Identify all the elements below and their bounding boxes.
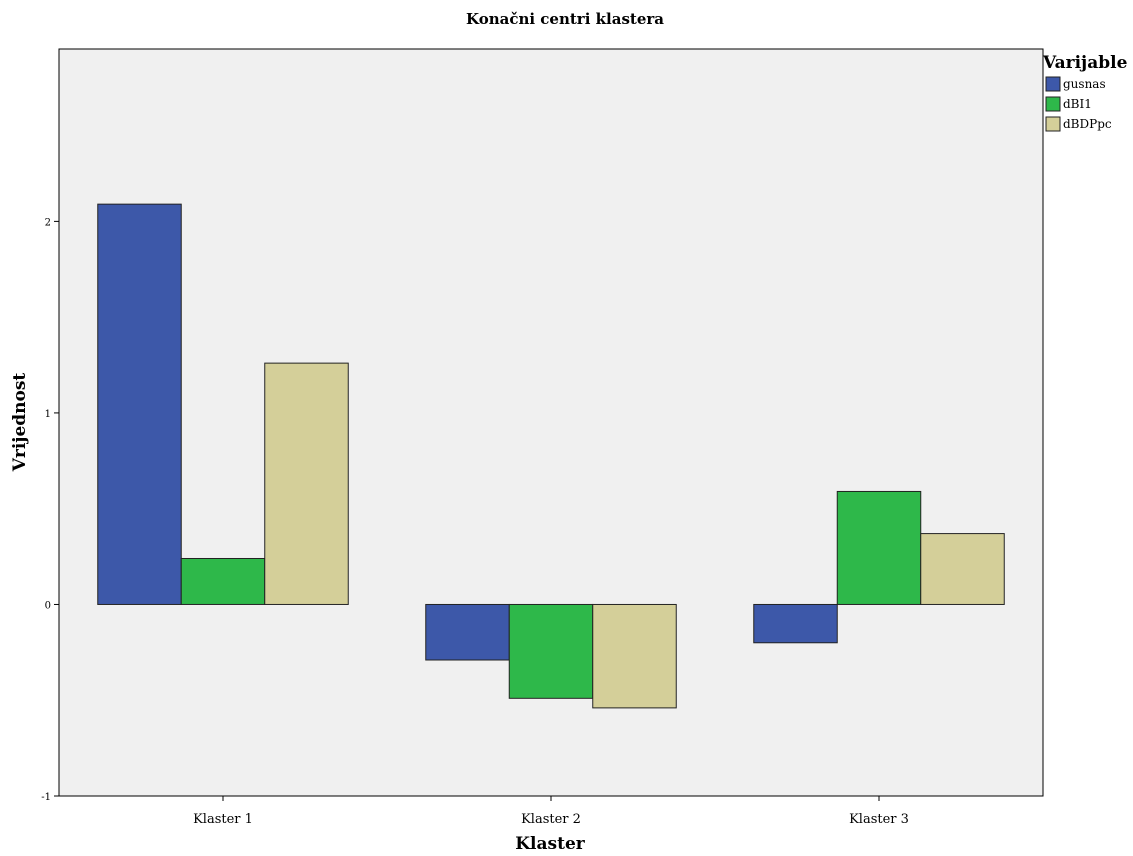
x-tick-label: Klaster 1	[193, 812, 253, 827]
bar-dBDPpc-2	[592, 603, 677, 709]
legend: Varijable gusnas dBI1 dBDPpc	[1042, 53, 1128, 132]
x-tick-label: Klaster 3	[849, 812, 909, 827]
legend-label-dBI1: dBI1	[1063, 97, 1092, 111]
bar-dBI1-3	[836, 490, 922, 605]
y-tick-label: 0	[45, 600, 51, 611]
bar-dBDPpc-3	[920, 533, 1005, 605]
bar-dBDPpc-1	[264, 362, 349, 605]
legend-swatch-dBDPpc	[1045, 116, 1061, 132]
chart-title: Konačni centri klastera	[466, 10, 664, 28]
legend-label-dBDPpc: dBDPpc	[1063, 117, 1112, 131]
x-tick-label: Klaster 2	[521, 812, 581, 827]
legend-swatch-dBI1	[1045, 96, 1061, 112]
y-axis: -1 0 1 2	[41, 217, 59, 803]
x-axis: Klaster 1 Klaster 2 Klaster 3	[193, 796, 909, 827]
bar-dBI1-2	[508, 603, 594, 699]
legend-title: Varijable	[1042, 53, 1128, 73]
bar-gusnas-3	[753, 603, 838, 644]
y-tick-label: 1	[45, 409, 51, 420]
legend-label-gusnas: gusnas	[1063, 77, 1106, 91]
legend-swatch-gusnas	[1045, 76, 1061, 92]
bar-gusnas-1	[97, 203, 182, 605]
bar-gusnas-2	[425, 603, 510, 661]
y-tick-label: 2	[45, 217, 51, 228]
bars-group	[97, 203, 1005, 709]
bar-dBI1-1	[180, 557, 266, 605]
y-axis-label: Vrijednost	[10, 373, 30, 473]
x-axis-label: Klaster	[515, 834, 585, 854]
y-tick-label: -1	[41, 792, 51, 803]
